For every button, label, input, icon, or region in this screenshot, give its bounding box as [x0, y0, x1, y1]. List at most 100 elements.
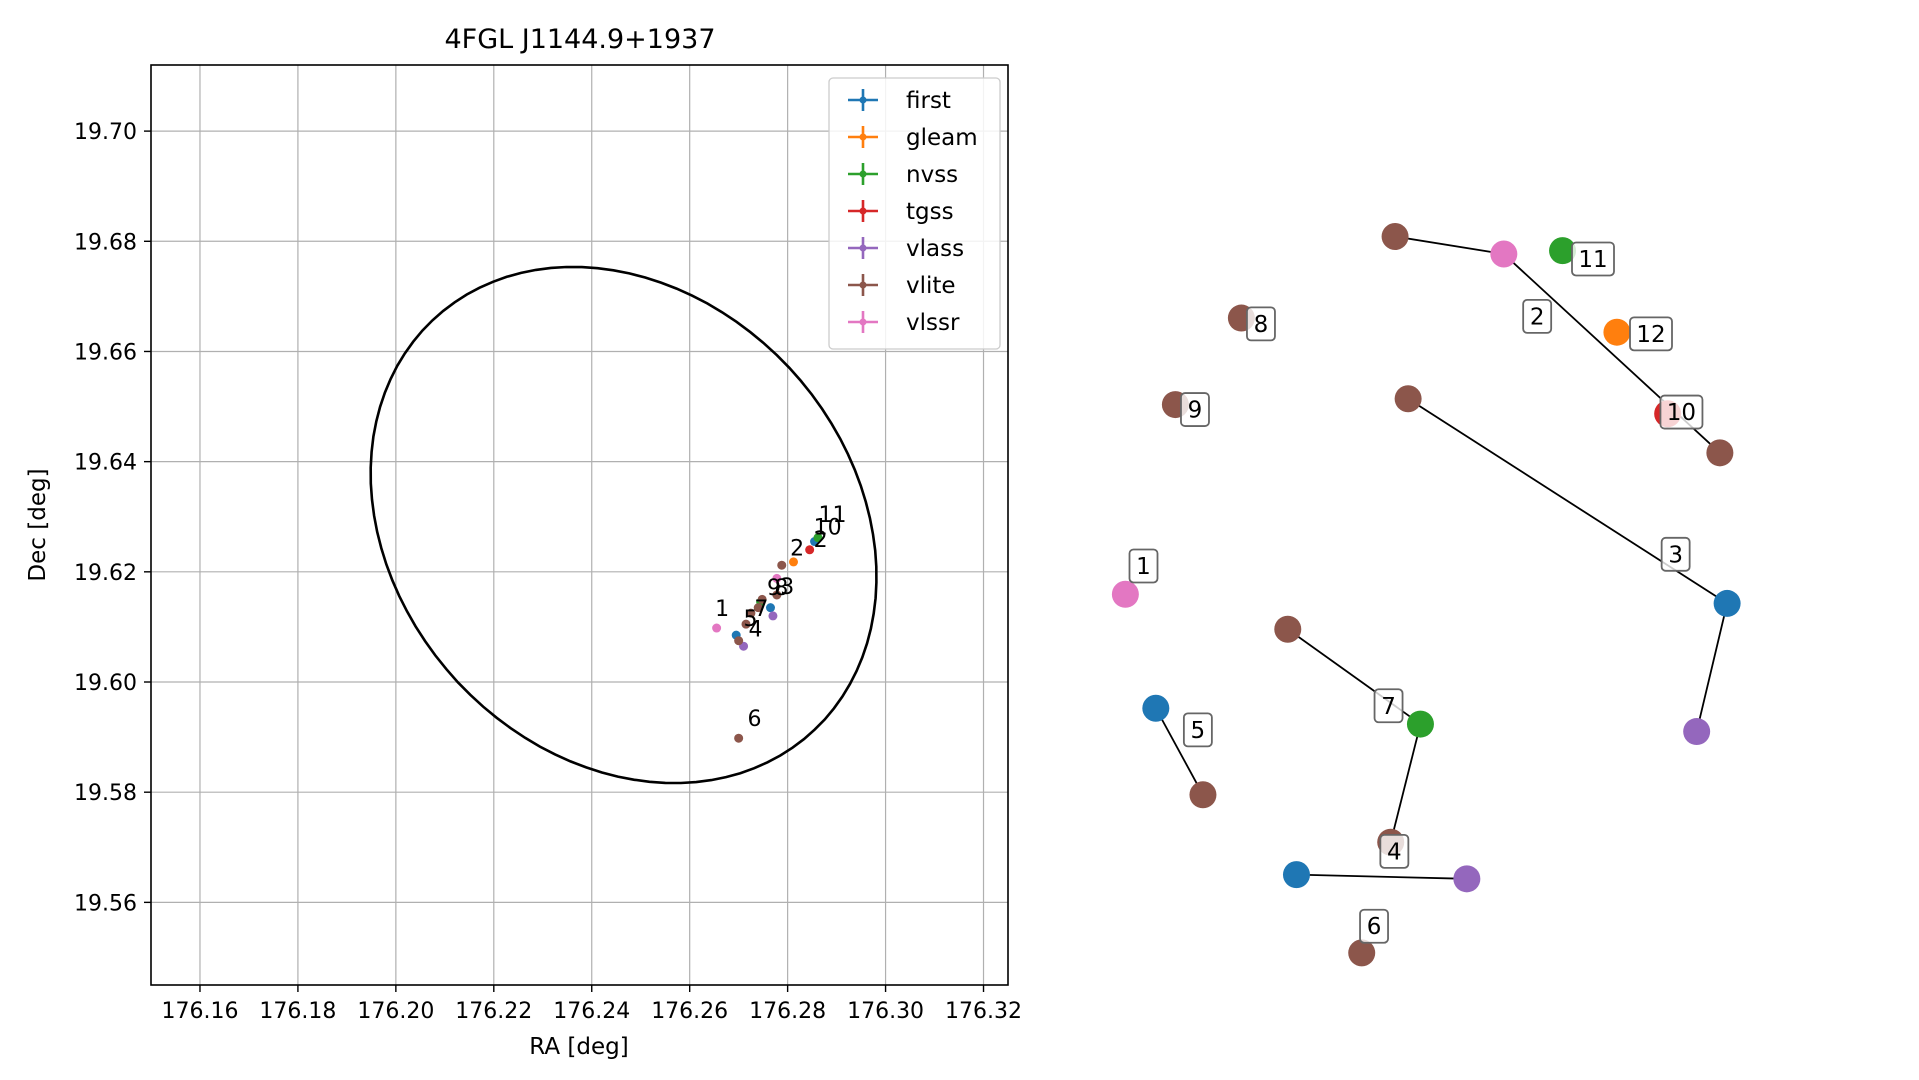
network-edge: [1389, 723, 1422, 843]
point-annotation: 2: [790, 536, 804, 561]
tag-label-text: 12: [1636, 322, 1665, 348]
tag-label: 6: [1359, 908, 1389, 944]
error-ellipse-layer: [369, 265, 878, 785]
point-annotation: 7: [754, 597, 768, 622]
legend-dot-tgss: [859, 207, 867, 215]
tag-label-text: 4: [1387, 839, 1402, 865]
point-first: [765, 603, 775, 613]
x-tick-label: 176.22: [455, 999, 532, 1024]
point-vlssr: [712, 623, 722, 633]
legend-label-tgss: tgss: [906, 199, 954, 225]
tag-label-text: 2: [1530, 304, 1545, 330]
point-annotation: 3: [780, 575, 794, 600]
network-node: [1381, 223, 1409, 251]
network-node: [1282, 861, 1310, 889]
legend-label-gleam: gleam: [906, 125, 978, 151]
legend-dot-gleam: [859, 133, 867, 141]
network-node: [1453, 865, 1481, 893]
y-tick-label: 19.64: [74, 451, 137, 476]
point-annotation: 9: [767, 576, 781, 601]
tag-label-box: [1571, 241, 1615, 277]
point-vlite: [746, 608, 756, 618]
legend-dot-vlite: [859, 281, 867, 289]
y-tick-label: 19.60: [74, 671, 137, 696]
point-annotation: 8: [774, 576, 788, 601]
x-tick-label: 176.20: [357, 999, 434, 1024]
network-node: [1549, 237, 1577, 265]
point-annotation: 5: [744, 607, 758, 632]
point-vlssr: [772, 573, 782, 583]
tag-label-text: 11: [1578, 247, 1607, 273]
y-tick-label: 19.62: [74, 561, 137, 586]
point-annotation: 2: [814, 528, 828, 553]
tag-label-text: 6: [1367, 914, 1382, 940]
network-node: [1490, 240, 1518, 268]
x-tick-label: 176.24: [553, 999, 630, 1024]
point-nvss: [813, 533, 823, 543]
x-tick-label: 176.26: [651, 999, 728, 1024]
x-tick-label: 176.18: [259, 999, 336, 1024]
x-axis-label: RA [deg]: [529, 1034, 628, 1060]
axes-frame: [150, 64, 1009, 986]
point-gleam: [789, 557, 799, 567]
y-axis-label: Dec [deg]: [25, 468, 51, 581]
tag-label: 9: [1180, 392, 1210, 427]
point-annotation: 11: [818, 503, 846, 528]
network-node: [1111, 580, 1139, 608]
tag-label-text: 9: [1188, 398, 1203, 424]
point-vlite: [753, 603, 763, 613]
x-tick-label: 176.16: [161, 999, 238, 1024]
legend-label-vlass: vlass: [906, 236, 964, 262]
network-node: [1683, 718, 1711, 746]
tag-label-text: 7: [1381, 694, 1396, 720]
point-annotation: 1: [715, 597, 729, 622]
point-tgss: [805, 545, 815, 555]
tag-label: 1: [1128, 548, 1159, 584]
legend-dot-vlssr: [859, 318, 867, 326]
network-node: [1713, 589, 1741, 617]
point-vlite: [772, 590, 782, 600]
network-edge: [1695, 603, 1729, 732]
y-tick-label: 19.66: [74, 340, 137, 365]
tag-label: 10: [1659, 394, 1704, 430]
tag-label-text: 1: [1136, 554, 1151, 580]
y-tick-label: 19.68: [74, 230, 137, 255]
tag-label: 2: [1522, 298, 1553, 334]
network-node: [1142, 694, 1170, 722]
tag-label: 4: [1379, 833, 1410, 869]
error-ellipse: [369, 265, 878, 785]
tag-label-box: [1379, 833, 1410, 869]
network-node: [1189, 781, 1217, 809]
point-vlite: [734, 733, 744, 743]
legend-dot-first: [859, 96, 867, 104]
tag-label: 3: [1660, 536, 1691, 572]
tag-label-box: [1373, 688, 1404, 724]
tag-label-box: [1522, 298, 1553, 334]
tag-label-box: [1629, 316, 1673, 352]
tag-label-box: [1180, 392, 1210, 427]
network-node: [1706, 439, 1734, 467]
tag-label-box: [1182, 712, 1213, 748]
point-vlite: [741, 619, 751, 629]
tag-label-text: 8: [1254, 312, 1269, 338]
point-vlite: [777, 560, 787, 570]
tag-label-box: [1660, 536, 1691, 572]
legend-label-vlssr: vlssr: [906, 310, 960, 336]
network-edge: [1296, 873, 1467, 880]
tag-label: 11: [1571, 241, 1615, 277]
point-annotation: 4: [748, 617, 762, 642]
tag-label: 8: [1246, 306, 1276, 342]
y-ticks: 19.56 19.58 19.60 19.62 19.64 19.66 19.68 19.70: [74, 120, 151, 916]
x-ticks: 176.16 176.18 176.20 176.22 176.24 176.26 176.…: [161, 985, 1022, 1024]
legend-label-nvss: nvss: [906, 162, 958, 188]
y-tick-label: 19.70: [74, 120, 137, 145]
legend: first gleam nvss tgss vlass vlite vlssr: [828, 77, 1001, 350]
network-node: [1274, 615, 1302, 643]
network-node: [1394, 385, 1422, 413]
tag-label-box: [1128, 548, 1159, 584]
tag-label-text: 3: [1668, 542, 1683, 568]
x-tick-label: 176.32: [945, 999, 1022, 1024]
tag-label: 7: [1373, 688, 1404, 724]
